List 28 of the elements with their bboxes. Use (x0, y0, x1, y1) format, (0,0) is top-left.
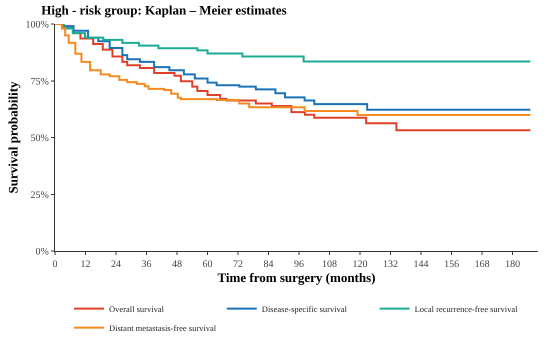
x-tick-label: 0 (52, 259, 58, 270)
legend-label: Distant metastasis-free survival (109, 322, 217, 333)
x-tick-label: 24 (111, 259, 122, 270)
y-tick-label: 0% (36, 246, 49, 258)
x-tick-label: 132 (383, 259, 398, 270)
legend-label: Local recurrence-free survival (414, 304, 518, 314)
x-tick-label: 72 (233, 259, 244, 270)
x-tick-label: 120 (352, 259, 368, 270)
x-tick-label: 84 (264, 259, 274, 270)
y-tick-label: 25% (30, 190, 49, 201)
x-tick-label: 156 (444, 259, 460, 270)
y-tick-label: 50% (30, 133, 49, 144)
x-tick-label: 108 (322, 259, 338, 270)
x-tick-label: 144 (414, 259, 429, 270)
chart-title: High - risk group: Kaplan – Meier estimates (41, 2, 287, 18)
x-tick-label: 36 (142, 259, 152, 270)
legend-label: Overall survival (109, 304, 165, 314)
x-tick-label: 48 (172, 259, 182, 270)
x-tick-label: 12 (80, 259, 91, 270)
y-tick-label: 75% (30, 76, 49, 88)
x-tick-label: 180 (505, 259, 520, 270)
y-tick-label: 100% (26, 20, 49, 30)
x-axis-title: Time from surgery (months) (217, 270, 376, 286)
y-axis-title: Survival probability (6, 80, 21, 194)
x-tick-label: 96 (294, 259, 304, 270)
legend-label: Disease-specific survival (262, 304, 348, 314)
x-tick-label: 60 (202, 259, 213, 270)
x-tick-label: 168 (474, 259, 490, 270)
